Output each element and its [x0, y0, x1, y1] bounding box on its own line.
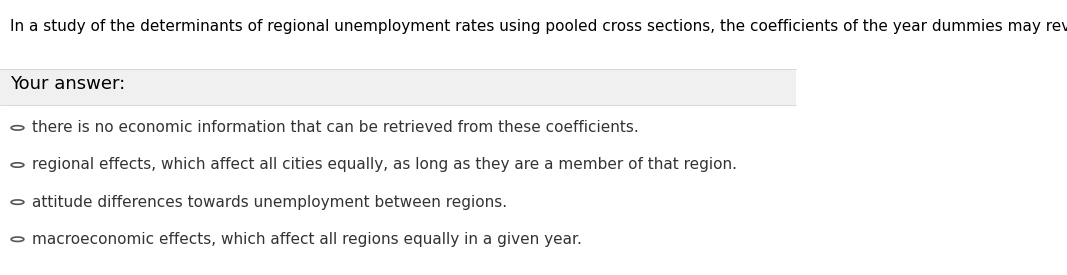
Text: regional effects, which affect all cities equally, as long as they are a member : regional effects, which affect all citie…	[32, 158, 737, 172]
Text: Your answer:: Your answer:	[10, 75, 125, 93]
FancyBboxPatch shape	[0, 69, 796, 104]
Text: attitude differences towards unemployment between regions.: attitude differences towards unemploymen…	[32, 195, 507, 210]
Text: In a study of the determinants of regional unemployment rates using pooled cross: In a study of the determinants of region…	[10, 19, 1067, 34]
Text: macroeconomic effects, which affect all regions equally in a given year.: macroeconomic effects, which affect all …	[32, 232, 582, 247]
Text: there is no economic information that can be retrieved from these coefficients.: there is no economic information that ca…	[32, 120, 638, 135]
